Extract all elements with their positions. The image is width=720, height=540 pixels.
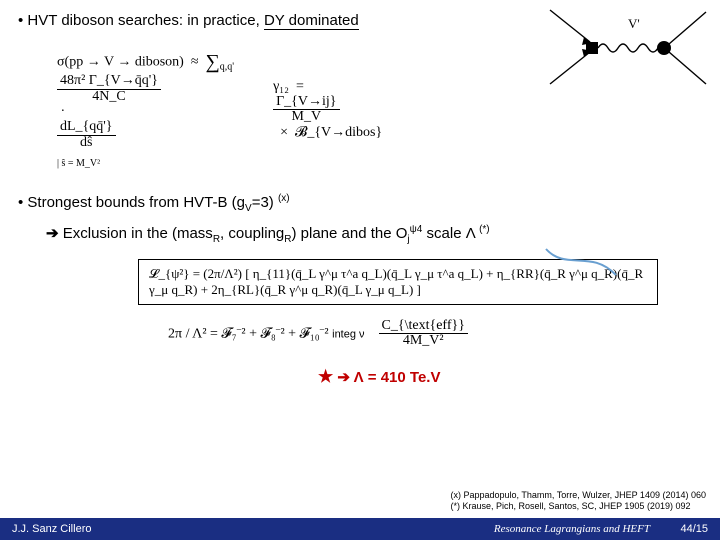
sigma-frac1: 48π² Γ_{V→q̄q'}4N_C — [57, 74, 161, 104]
arrow-tail1: ) plane and the O — [292, 225, 408, 242]
arrow-tail2: scale Λ — [422, 225, 479, 242]
footer-author: J.J. Sanz Cillero — [12, 523, 91, 535]
pointer-curve-icon — [536, 245, 626, 279]
sum-symbol: ∑ — [206, 51, 220, 73]
arrow-sub-j: j — [407, 234, 409, 245]
integrated-relation: 2π / Λ² = 𝓕₇⁻² + 𝓕₈⁻² + 𝓕₁₀⁻² integ ν C_… — [168, 319, 702, 349]
sigma-formula: σ(pp → V → diboson) ≈ ∑q,q' 48π² Γ_{V→q̄… — [36, 35, 234, 185]
bullet1-dy: DY dominated — [264, 12, 359, 30]
arrow-mid: , coupling — [220, 225, 284, 242]
sigma-mid: · — [57, 104, 69, 119]
arrow-sup-star: (*) — [479, 224, 490, 235]
gamma-lhs: γ₁₂ = — [273, 79, 311, 94]
ref-star: (*) Krause, Pich, Rosell, Santos, SC, JH… — [451, 501, 706, 512]
bullet1-prefix: • HVT diboson searches: in practice, — [18, 12, 264, 29]
arrow-icon: ➔ — [46, 225, 59, 242]
footer-title: Resonance Lagrangians and HEFT — [494, 523, 650, 535]
feynman-label: V' — [628, 16, 640, 31]
lagrangian-region: 𝓛_{ψ²} = (2π/Λ²) [ η_{11}(q̄_L γ^μ τ^a q… — [138, 259, 658, 305]
arrow-subR1: R — [213, 234, 220, 245]
ref-x: (x) Pappadopulo, Thamm, Torre, Wulzer, J… — [451, 490, 706, 501]
feynman-diagram: V' — [544, 4, 714, 94]
result-text: ➔ Λ = 410 Te.V — [333, 369, 440, 386]
arrow-sup-psi4: ψ4 — [410, 224, 423, 235]
result-line: ★ ➔ Λ = 410 Te.V — [318, 367, 702, 387]
sigma-frac2: dL_{qq̄'}dŝ — [57, 120, 116, 150]
sum-sub: q,q' — [220, 62, 234, 73]
footer-bar: J.J. Sanz Cillero Resonance Lagrangians … — [0, 518, 720, 540]
bullet-hvtb: • Strongest bounds from HVT-B (gV=3) (x) — [18, 193, 702, 214]
integ-lhs: 2π / Λ² = 𝓕₇⁻² + 𝓕₈⁻² + 𝓕₁₀⁻² — [168, 326, 332, 341]
bullet2-tail: =3) — [252, 194, 278, 211]
integ-rhs-frac: C_{\text{eff}}4M_V² — [379, 319, 468, 349]
star-icon: ★ — [318, 367, 333, 386]
arrow-text: Exclusion in the (mass — [59, 225, 213, 242]
sigma-lhs: σ(pp → V → diboson) ≈ — [57, 55, 206, 70]
bullet2-sub: V — [245, 203, 252, 214]
arrow-subR2: R — [284, 234, 291, 245]
gamma-frac: Γ_{V→ij}M_V — [273, 95, 339, 125]
integ-mid-label: integ ν — [332, 328, 364, 340]
bullet2-sup: (x) — [278, 193, 290, 204]
gamma-tail: × 𝓑_{V→dibos} — [273, 125, 382, 140]
gamma-formula: γ₁₂ = Γ_{V→ij}M_V × 𝓑_{V→dibos} — [252, 63, 382, 157]
exclusion-line: ➔ Exclusion in the (massR, couplingR) pl… — [46, 224, 702, 245]
references: (x) Pappadopulo, Thamm, Torre, Wulzer, J… — [451, 490, 706, 513]
bullet2-text: • Strongest bounds from HVT-B (g — [18, 194, 245, 211]
sigma-eval: | ŝ = M_V² — [57, 158, 100, 169]
footer-page: 44/15 — [680, 523, 708, 535]
